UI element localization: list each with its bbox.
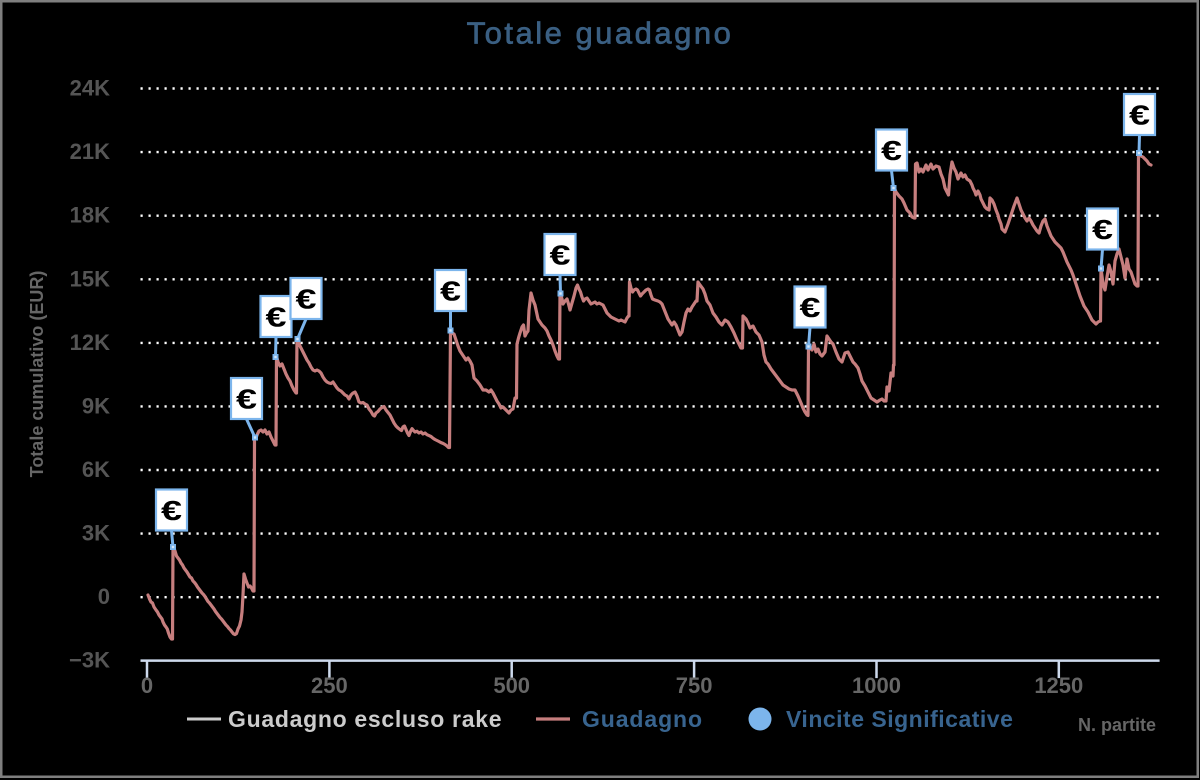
svg-text:€: € bbox=[266, 302, 288, 333]
svg-text:€: € bbox=[236, 384, 258, 415]
svg-text:€: € bbox=[1092, 214, 1114, 245]
svg-text:€: € bbox=[881, 135, 903, 166]
svg-text:€: € bbox=[550, 240, 572, 271]
svg-text:18K: 18K bbox=[70, 203, 110, 228]
svg-text:750: 750 bbox=[676, 673, 713, 698]
svg-text:9K: 9K bbox=[82, 393, 110, 418]
svg-text:Totale guadagno: Totale guadagno bbox=[467, 16, 734, 51]
svg-text:21K: 21K bbox=[70, 139, 110, 164]
svg-text:250: 250 bbox=[311, 673, 348, 698]
svg-text:15K: 15K bbox=[70, 266, 110, 291]
svg-text:N. partite: N. partite bbox=[1078, 715, 1156, 735]
svg-text:1250: 1250 bbox=[1034, 673, 1083, 698]
svg-text:12K: 12K bbox=[70, 330, 110, 355]
svg-text:€: € bbox=[296, 284, 318, 315]
svg-text:Guadagno escluso rake: Guadagno escluso rake bbox=[228, 706, 502, 732]
svg-text:€: € bbox=[161, 495, 183, 526]
svg-text:Vincite Significative: Vincite Significative bbox=[786, 706, 1013, 732]
svg-text:−3K: −3K bbox=[69, 648, 110, 673]
svg-text:€: € bbox=[1129, 100, 1151, 131]
svg-text:3K: 3K bbox=[82, 521, 110, 546]
svg-text:6K: 6K bbox=[82, 457, 110, 482]
svg-text:Guadagno: Guadagno bbox=[582, 706, 703, 732]
svg-text:€: € bbox=[800, 292, 822, 323]
svg-text:500: 500 bbox=[493, 673, 530, 698]
svg-text:0: 0 bbox=[141, 673, 153, 698]
svg-text:0: 0 bbox=[98, 584, 110, 609]
svg-text:1000: 1000 bbox=[852, 673, 901, 698]
svg-text:€: € bbox=[440, 276, 462, 307]
svg-text:Totale cumulativo (EUR): Totale cumulativo (EUR) bbox=[27, 271, 47, 478]
svg-text:24K: 24K bbox=[70, 76, 110, 101]
